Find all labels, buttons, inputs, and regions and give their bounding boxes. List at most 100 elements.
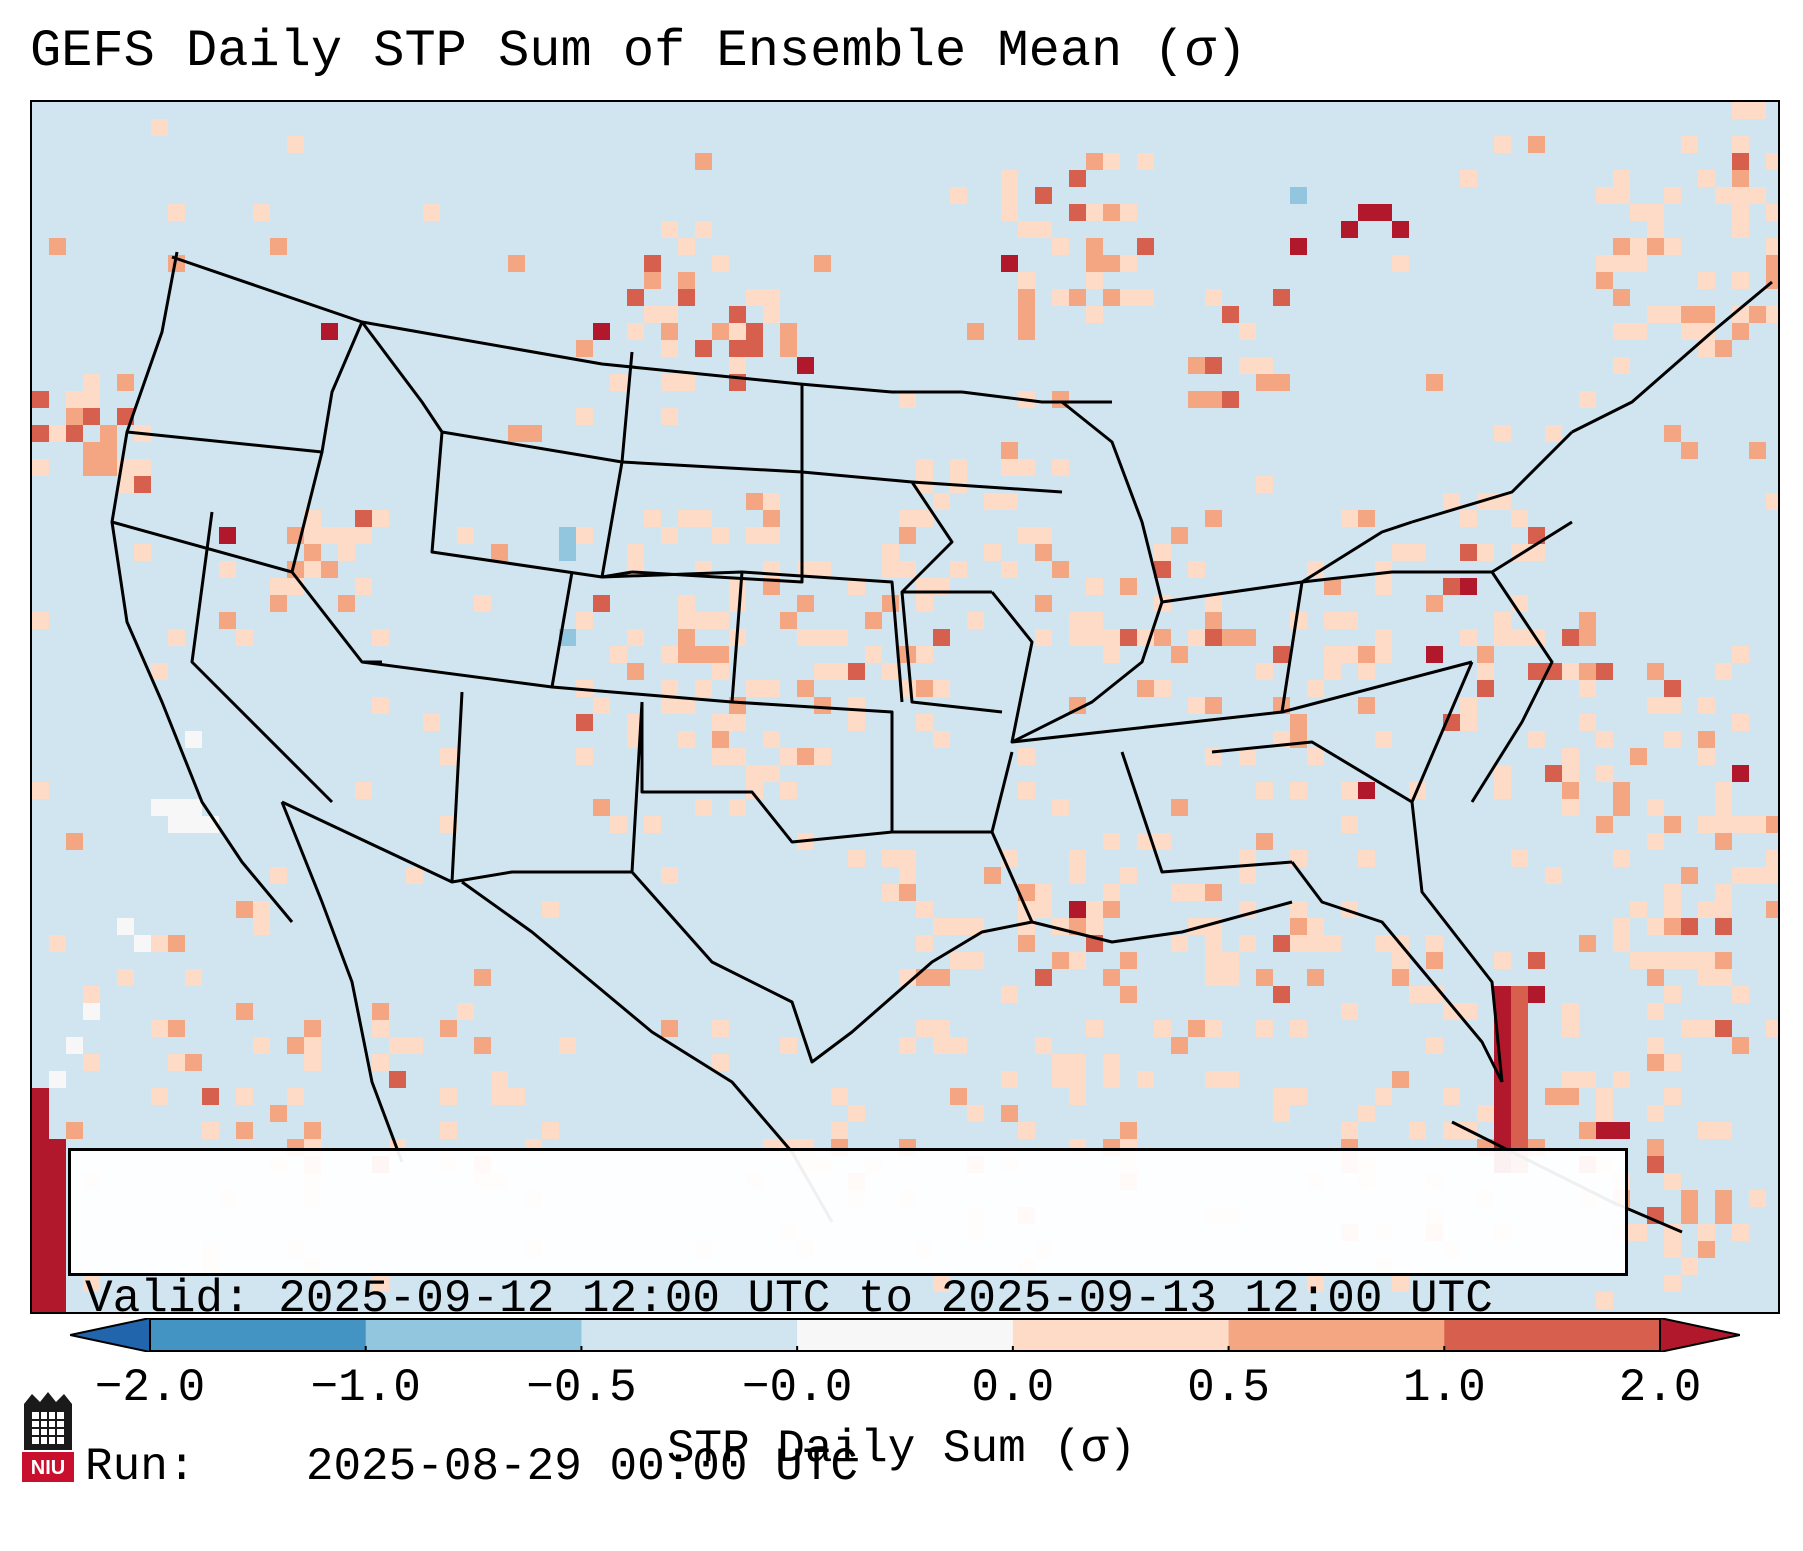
anomaly-cell bbox=[1171, 1037, 1188, 1054]
anomaly-cell bbox=[1290, 714, 1307, 731]
anomaly-cell bbox=[1375, 1088, 1392, 1105]
anomaly-cell bbox=[831, 1122, 848, 1139]
anomaly-cell bbox=[236, 1003, 253, 1020]
anomaly-cell bbox=[1732, 153, 1749, 170]
anomaly-cell bbox=[134, 476, 151, 493]
anomaly-cell bbox=[1103, 629, 1120, 646]
anomaly-cell bbox=[1681, 306, 1698, 323]
anomaly-cell bbox=[1358, 850, 1375, 867]
anomaly-cell bbox=[1341, 1122, 1358, 1139]
anomaly-cell bbox=[219, 612, 236, 629]
anomaly-cell bbox=[661, 646, 678, 663]
anomaly-cell bbox=[882, 561, 899, 578]
anomaly-cell bbox=[814, 629, 831, 646]
anomaly-cell bbox=[1511, 1037, 1528, 1054]
anomaly-cell bbox=[1715, 884, 1732, 901]
anomaly-cell bbox=[1494, 952, 1511, 969]
anomaly-cell bbox=[1256, 1020, 1273, 1037]
colorbar-segment bbox=[1228, 1319, 1445, 1351]
anomaly-cell bbox=[1647, 306, 1664, 323]
anomaly-cell bbox=[49, 1173, 66, 1190]
anomaly-cell bbox=[1035, 901, 1052, 918]
anomaly-cell bbox=[1698, 697, 1715, 714]
anomaly-cell bbox=[1528, 663, 1545, 680]
anomaly-cell bbox=[1409, 544, 1426, 561]
anomaly-cell bbox=[1120, 289, 1137, 306]
anomaly-cell bbox=[49, 1207, 66, 1224]
anomaly-cell bbox=[1069, 901, 1086, 918]
anomaly-cell bbox=[49, 1156, 66, 1173]
anomaly-cell bbox=[49, 1275, 66, 1292]
anomaly-cell bbox=[1511, 1054, 1528, 1071]
border-line bbox=[741, 570, 904, 703]
anomaly-cell bbox=[678, 731, 695, 748]
anomaly-cell bbox=[1324, 578, 1341, 595]
anomaly-cell bbox=[1103, 884, 1120, 901]
anomaly-cell bbox=[1001, 204, 1018, 221]
anomaly-cell bbox=[1052, 952, 1069, 969]
anomaly-cell bbox=[797, 357, 814, 374]
anomaly-cell bbox=[1375, 629, 1392, 646]
anomaly-cell bbox=[32, 1309, 49, 1312]
anomaly-cell bbox=[32, 1105, 49, 1122]
anomaly-cell bbox=[1715, 969, 1732, 986]
anomaly-cell bbox=[780, 612, 797, 629]
anomaly-cell bbox=[372, 1275, 389, 1292]
anomaly-cell bbox=[678, 510, 695, 527]
anomaly-cell bbox=[1664, 1054, 1681, 1071]
anomaly-cell bbox=[287, 136, 304, 153]
anomaly-cell bbox=[1409, 1122, 1426, 1139]
anomaly-cell bbox=[1749, 187, 1766, 204]
anomaly-cell bbox=[1307, 969, 1324, 986]
anomaly-cell bbox=[1766, 1020, 1778, 1037]
anomaly-cell bbox=[1664, 238, 1681, 255]
anomaly-cell bbox=[1715, 901, 1732, 918]
anomaly-cell bbox=[1749, 442, 1766, 459]
anomaly-cell bbox=[1001, 986, 1018, 1003]
anomaly-cell bbox=[1596, 663, 1613, 680]
anomaly-cell bbox=[1664, 1088, 1681, 1105]
anomaly-cell bbox=[695, 799, 712, 816]
border-line bbox=[190, 511, 334, 804]
anomaly-cell bbox=[1035, 595, 1052, 612]
anomaly-cell bbox=[1273, 646, 1290, 663]
anomaly-cell bbox=[1120, 578, 1137, 595]
anomaly-cell bbox=[695, 680, 712, 697]
colorbar-label: STP Daily Sum (σ) bbox=[666, 1423, 1137, 1475]
anomaly-cell bbox=[899, 391, 916, 408]
anomaly-cell bbox=[1137, 238, 1154, 255]
anomaly-cell bbox=[83, 442, 100, 459]
anomaly-cell bbox=[1562, 1020, 1579, 1037]
anomaly-cell bbox=[1732, 1037, 1749, 1054]
anomaly-cell bbox=[1681, 952, 1698, 969]
anomaly-cell bbox=[899, 969, 916, 986]
anomaly-cell bbox=[32, 1139, 49, 1156]
anomaly-cell bbox=[508, 255, 525, 272]
anomaly-cell bbox=[83, 391, 100, 408]
anomaly-cell bbox=[372, 1003, 389, 1020]
anomaly-cell bbox=[321, 527, 338, 544]
anomaly-cell bbox=[1103, 1054, 1120, 1071]
border-line bbox=[1301, 520, 1573, 584]
anomaly-cell bbox=[1171, 884, 1188, 901]
anomaly-cell bbox=[406, 867, 423, 884]
anomaly-cell bbox=[1222, 629, 1239, 646]
anomaly-cell bbox=[491, 544, 508, 561]
anomaly-cell bbox=[1307, 1275, 1324, 1292]
anomaly-cell bbox=[1664, 1275, 1681, 1292]
anomaly-cell bbox=[1375, 935, 1392, 952]
colorbar-tick-label: −0.5 bbox=[526, 1362, 637, 1414]
anomaly-cell bbox=[1494, 986, 1511, 1003]
anomaly-cell bbox=[746, 765, 763, 782]
anomaly-cell bbox=[1477, 544, 1494, 561]
anomaly-cell bbox=[967, 952, 984, 969]
anomaly-cell bbox=[32, 1224, 49, 1241]
anomaly-cell bbox=[797, 748, 814, 765]
anomaly-cell bbox=[389, 1071, 406, 1088]
anomaly-cell bbox=[1562, 799, 1579, 816]
anomaly-cell bbox=[1664, 306, 1681, 323]
anomaly-cell bbox=[814, 697, 831, 714]
anomaly-cell bbox=[100, 442, 117, 459]
anomaly-cell bbox=[1103, 646, 1120, 663]
anomaly-cell bbox=[1715, 782, 1732, 799]
